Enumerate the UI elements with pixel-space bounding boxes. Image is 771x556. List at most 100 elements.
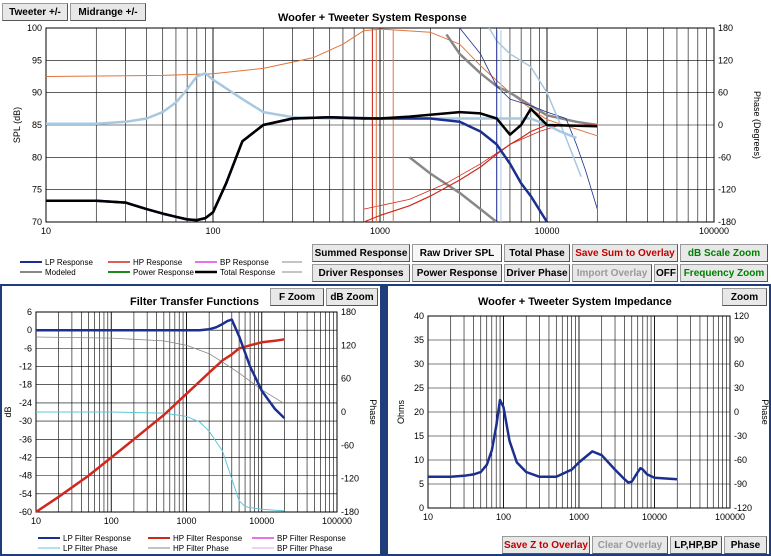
legend-hp-phase-label: HP Filter Phase xyxy=(173,544,229,553)
lp-filter-response-series xyxy=(36,318,286,419)
x-tick-label: 100000 xyxy=(715,512,745,522)
y2-axis-label: Phase xyxy=(368,399,378,425)
y-tick-label: 25 xyxy=(414,383,424,393)
system-response-panel: Tweeter +/- Midrange +/- Woofer + Tweete… xyxy=(2,3,768,282)
x-tick-label: 1000 xyxy=(569,512,589,522)
y-tick-label: 10 xyxy=(414,455,424,465)
overlay-off-button[interactable]: OFF xyxy=(654,264,678,282)
y2-tick-label: 0 xyxy=(734,407,739,417)
plot-border xyxy=(427,315,731,509)
total-response-series xyxy=(46,107,598,222)
y2-tick-label: -180 xyxy=(718,217,736,227)
y2-tick-label: 60 xyxy=(734,359,744,369)
legend-bp-label: BP Response xyxy=(220,258,269,267)
y2-tick-label: 0 xyxy=(341,407,346,417)
filter-db-zoom-button[interactable]: dB Zoom xyxy=(326,288,378,306)
y-tick-label: -36 xyxy=(19,434,32,444)
y-tick-label: 0 xyxy=(419,503,424,513)
y2-tick-label: 0 xyxy=(718,120,723,130)
y-tick-label: -30 xyxy=(19,416,32,426)
legend-bp-filter-label: BP Filter Response xyxy=(277,534,346,543)
x-tick-label: 10 xyxy=(31,516,41,526)
impedance-zoom-button[interactable]: Zoom xyxy=(722,288,767,306)
clear-overlay-button[interactable]: Clear Overlay xyxy=(592,536,668,554)
y-tick-label: -54 xyxy=(19,489,32,499)
filter-transfer-chart: 60-6-12-18-24-30-36-42-48-54-60180120600… xyxy=(3,307,378,553)
y-tick-label: 20 xyxy=(414,407,424,417)
lp-hp-bp-button[interactable]: LP,HP,BP xyxy=(670,536,722,554)
phase-trace xyxy=(408,156,498,223)
y-tick-label: 90 xyxy=(32,88,42,98)
impedance-panel: 0 5 10 15 20 25 30 35 40 -120 -90 -60 -30 0 30 60 90 120 1… xyxy=(386,284,771,556)
db-scale-zoom-button[interactable]: dB Scale Zoom xyxy=(680,244,768,262)
y2-tick-label: 60 xyxy=(718,88,728,98)
x-tick-label: 10 xyxy=(41,226,51,236)
y-tick-label: 70 xyxy=(32,217,42,227)
x-tick-label: 1000 xyxy=(370,226,390,236)
y-tick-label: 95 xyxy=(32,55,42,65)
legend-bp-phase-label: BP Filter Phase xyxy=(277,544,333,553)
y-tick-label: 0 xyxy=(27,325,32,335)
y2-tick-label: -60 xyxy=(718,152,731,162)
y2-tick-label: 120 xyxy=(734,311,749,321)
driver-phase-button[interactable]: Driver Phase xyxy=(504,264,570,282)
hp-filter-phase-series xyxy=(35,336,285,405)
tweeter-adjust-button[interactable]: Tweeter +/- xyxy=(2,3,68,21)
legend-lp-phase-label: LP Filter Phase xyxy=(63,544,118,553)
save-sum-overlay-button[interactable]: Save Sum to Overlay xyxy=(572,244,678,262)
x-tick-label: 1000 xyxy=(176,516,196,526)
x-tick-label: 10000 xyxy=(642,512,667,522)
midrange-adjust-button[interactable]: Midrange +/- xyxy=(70,3,146,21)
driver-responses-button[interactable]: Driver Responses xyxy=(312,264,410,282)
x-tick-label: 100 xyxy=(104,516,119,526)
y2-tick-label: -30 xyxy=(734,431,747,441)
phase-trace xyxy=(459,27,598,210)
y-tick-label: 85 xyxy=(32,120,42,130)
plot-border xyxy=(45,27,715,223)
x-tick-label: 100000 xyxy=(699,226,729,236)
total-phase-button[interactable]: Total Phase xyxy=(504,244,570,262)
hp-filter-response-series xyxy=(35,338,285,514)
filter-f-zoom-button[interactable]: F Zoom xyxy=(270,288,324,306)
import-overlay-button[interactable]: Import Overlay xyxy=(572,264,652,282)
filter-transfer-panel: 6 0 -6 -12 -18 -24 -30 -36 -42 -48 -54 -60 180 120 60 0… xyxy=(0,284,382,556)
y2-tick-label: 180 xyxy=(341,307,356,317)
y-axis-label: Ohms xyxy=(396,400,406,425)
y2-tick-label: 90 xyxy=(734,335,744,345)
y-tick-label: 75 xyxy=(32,185,42,195)
impedance-title: Woofer + Tweeter System Impedance xyxy=(478,296,672,308)
y2-tick-label: -120 xyxy=(718,185,736,195)
y-tick-label: 80 xyxy=(32,152,42,162)
y-tick-label: -60 xyxy=(19,507,32,517)
raw-tweeter-series xyxy=(46,72,577,140)
y2-tick-label: 120 xyxy=(718,55,733,65)
y-tick-label: -24 xyxy=(19,398,32,408)
y-tick-label: -48 xyxy=(19,471,32,481)
y-tick-label: 5 xyxy=(419,479,424,489)
impedance-series xyxy=(428,398,678,484)
x-tick-label: 10000 xyxy=(249,516,274,526)
power-response-button[interactable]: Power Response xyxy=(412,264,502,282)
x-tick-label: 100 xyxy=(205,226,220,236)
y2-tick-label: -120 xyxy=(734,503,752,513)
y-tick-label: -12 xyxy=(19,362,32,372)
y2-tick-label: -60 xyxy=(341,440,354,450)
frequency-zoom-button[interactable]: Frequency Zoom xyxy=(680,264,768,282)
impedance-chart: 0 5 10 15 20 25 30 35 40 -120 -90 -60 -30 0 30 60 90 120 1… xyxy=(396,311,770,522)
impedance-phase-button[interactable]: Phase xyxy=(724,536,767,554)
summed-response-button[interactable]: Summed Response xyxy=(312,244,410,262)
panel-divider xyxy=(382,284,386,556)
legend-hp-label: HP Response xyxy=(133,258,183,267)
y2-tick-label: 180 xyxy=(718,23,733,33)
system-response-title: Woofer + Tweeter System Response xyxy=(278,12,467,24)
raw-driver-spl-button[interactable]: Raw Driver SPL xyxy=(412,244,502,262)
legend-lp-filter-label: LP Filter Response xyxy=(63,534,131,543)
y2-tick-label: -60 xyxy=(734,455,747,465)
legend-modeled-label: Modeled xyxy=(45,268,76,277)
save-z-overlay-button[interactable]: Save Z to Overlay xyxy=(502,536,590,554)
y-tick-label: 30 xyxy=(414,359,424,369)
hp-response-series xyxy=(363,124,598,223)
y-tick-label: 15 xyxy=(414,431,424,441)
legend-hp-filter-label: HP Filter Response xyxy=(173,534,243,543)
y2-tick-label: -180 xyxy=(341,507,359,517)
